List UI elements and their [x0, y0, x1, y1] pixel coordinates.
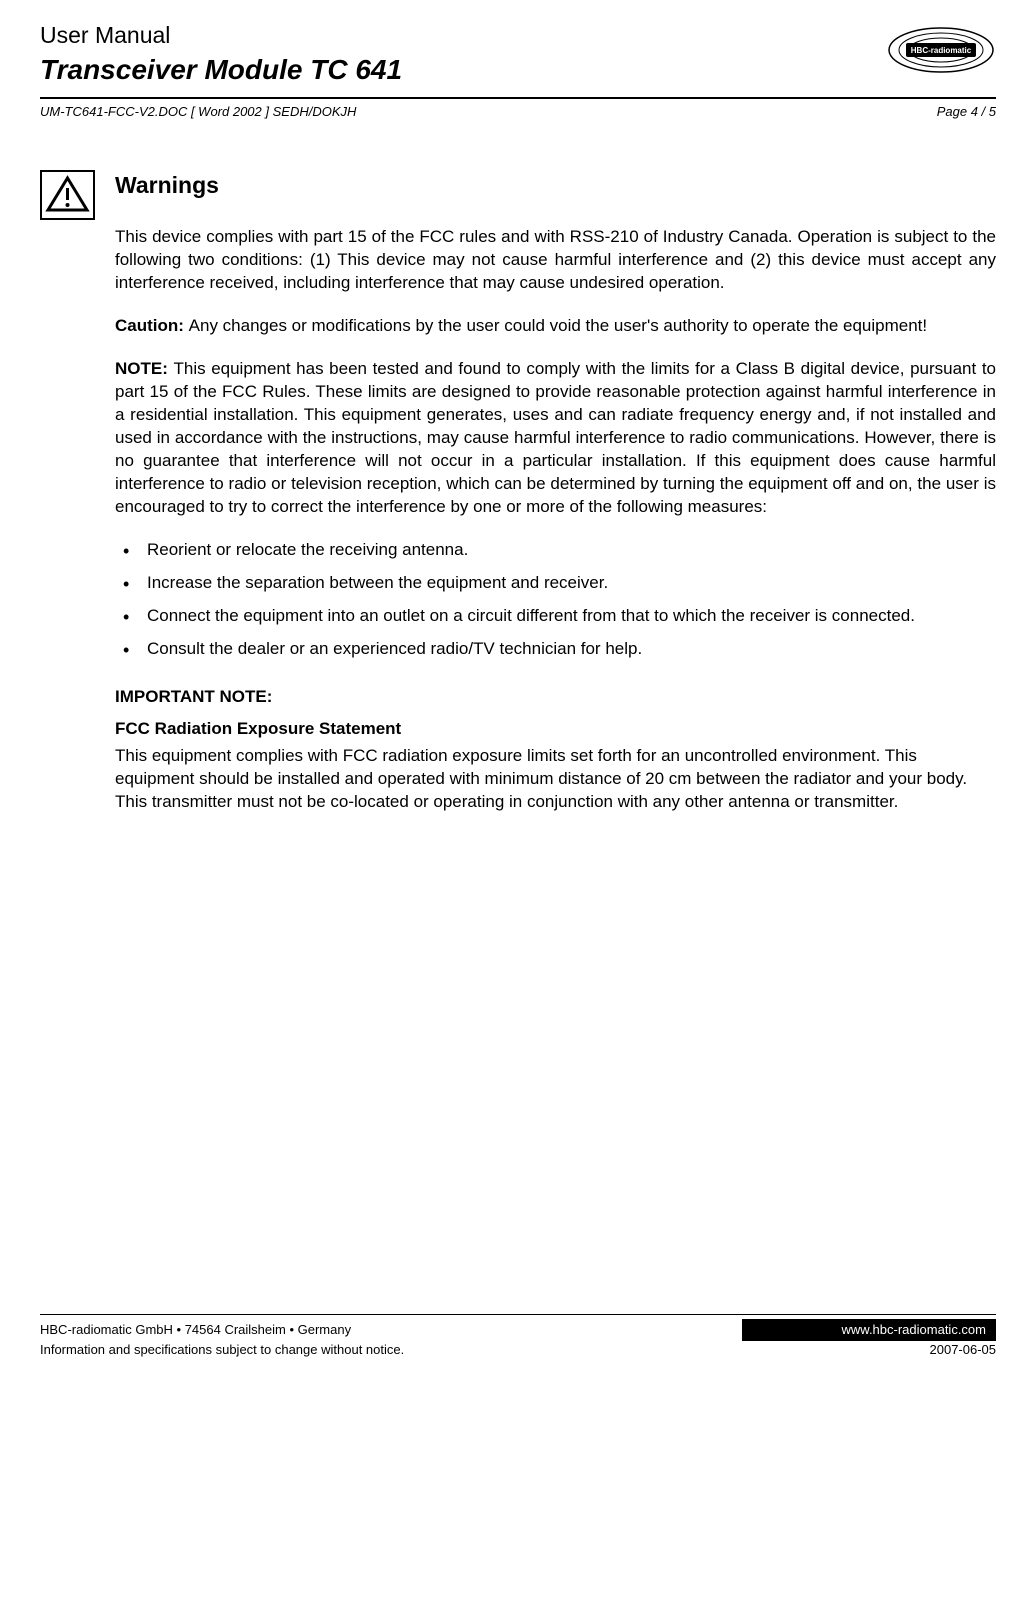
hbc-logo: HBC-radiomatic [886, 25, 996, 75]
doc-code: UM-TC641-FCC-V2.DOC [ Word 2002 ] SEDH/D… [40, 103, 356, 121]
content-area: Warnings This device complies with part … [40, 170, 996, 834]
caution-paragraph: Caution: Any changes or modifications by… [115, 315, 996, 338]
note-paragraph: NOTE: This equipment has been tested and… [115, 358, 996, 519]
caution-label: Caution: [115, 316, 189, 335]
warnings-title: Warnings [115, 170, 996, 201]
page-number: Page 4 / 5 [937, 103, 996, 121]
header-subtitle: Transceiver Module TC 641 [40, 51, 996, 89]
svg-text:HBC-radiomatic: HBC-radiomatic [911, 46, 972, 55]
warning-icon [40, 170, 95, 220]
important-note-title: IMPORTANT NOTE: [115, 686, 996, 709]
footer-date: 2007-06-05 [930, 1341, 997, 1359]
fcc-statement-title: FCC Radiation Exposure Statement [115, 718, 996, 741]
note-label: NOTE: [115, 359, 173, 378]
footer-line2: Information and specifications subject t… [40, 1341, 996, 1359]
list-item: Connect the equipment into an outlet on … [115, 605, 996, 628]
list-item: Increase the separation between the equi… [115, 572, 996, 595]
compliance-paragraph: This device complies with part 15 of the… [115, 226, 996, 295]
page-header: User Manual Transceiver Module TC 641 HB… [40, 20, 996, 99]
footer-line1: HBC-radiomatic GmbH • 74564 Crailsheim •… [40, 1319, 996, 1341]
footer-company: HBC-radiomatic GmbH • 74564 Crailsheim •… [40, 1321, 351, 1339]
statement-para1: This equipment complies with FCC radiati… [115, 745, 996, 791]
note-text: This equipment has been tested and found… [115, 359, 996, 516]
subheader: UM-TC641-FCC-V2.DOC [ Word 2002 ] SEDH/D… [40, 103, 996, 121]
caution-text: Any changes or modifications by the user… [189, 316, 927, 335]
list-item: Reorient or relocate the receiving anten… [115, 539, 996, 562]
page-footer: HBC-radiomatic GmbH • 74564 Crailsheim •… [40, 1314, 996, 1358]
statement-para2: This transmitter must not be co-located … [115, 791, 996, 814]
footer-url: www.hbc-radiomatic.com [742, 1319, 997, 1341]
main-text: Warnings This device complies with part … [115, 170, 996, 834]
logo-svg: HBC-radiomatic [886, 25, 996, 75]
footer-notice: Information and specifications subject t… [40, 1341, 404, 1359]
measures-list: Reorient or relocate the receiving anten… [115, 539, 996, 661]
list-item: Consult the dealer or an experienced rad… [115, 638, 996, 661]
header-title: User Manual [40, 20, 996, 51]
